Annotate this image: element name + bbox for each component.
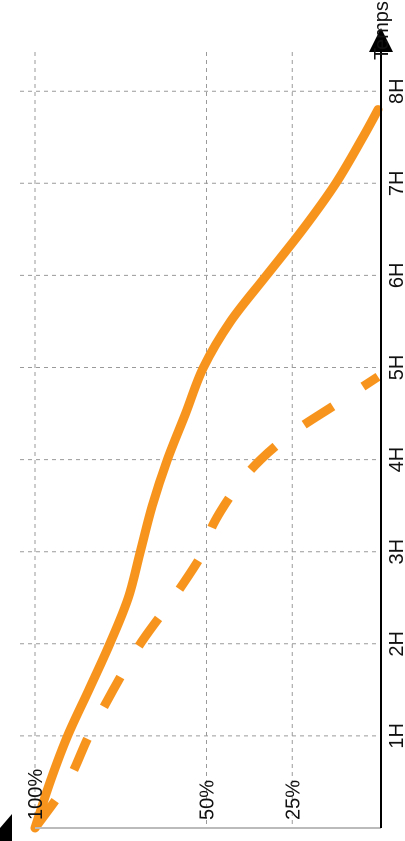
time-tick-label: 7H: [386, 171, 405, 197]
axes: Temps: [0, 1, 393, 841]
time-tick-label: 4H: [386, 447, 405, 473]
value-axis-arrow-icon: [0, 814, 12, 841]
time-tick-label: 8H: [386, 78, 405, 104]
time-tick-label: 5H: [386, 355, 405, 381]
time-axis-arrow-icon: [369, 28, 393, 52]
time-tick-label: 3H: [386, 539, 405, 565]
time-axis-label: Temps: [371, 1, 393, 60]
solid-series-line: [30, 105, 383, 833]
time-tick-label: 6H: [386, 263, 405, 289]
time-tick-label: 1H: [386, 723, 405, 749]
percent-tick-label: 25%: [282, 780, 304, 820]
grid: [20, 52, 381, 828]
tick-labels: 1H 2H 3H 4H 5H 6H 7H 8H 100% 50% 25%: [25, 78, 405, 820]
percent-tick-label: 100%: [25, 769, 47, 820]
percent-tick-label: 50%: [197, 780, 219, 820]
time-tick-label: 2H: [386, 631, 405, 657]
series: [30, 105, 383, 833]
